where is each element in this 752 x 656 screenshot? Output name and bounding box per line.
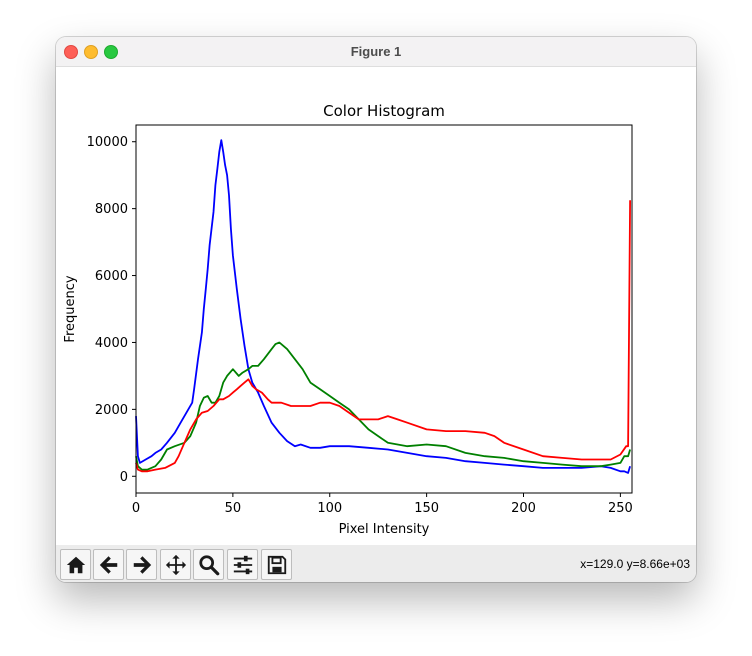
title-bar: Figure 1 xyxy=(56,37,696,67)
y-tick-label: 4000 xyxy=(95,336,128,351)
move-icon xyxy=(165,554,186,575)
x-tick-label: 0 xyxy=(132,501,140,516)
save-button[interactable] xyxy=(261,549,292,580)
forward-button[interactable] xyxy=(126,549,157,580)
y-tick-label: 8000 xyxy=(95,202,128,217)
window-title: Figure 1 xyxy=(350,44,402,59)
x-tick-label: 200 xyxy=(511,501,536,516)
home-button[interactable] xyxy=(60,549,91,580)
y-tick-label: 10000 xyxy=(87,135,128,150)
series-lines xyxy=(135,139,631,474)
y-tick-label: 2000 xyxy=(95,403,128,418)
x-tick-label: 150 xyxy=(414,501,439,516)
arrow-left-icon xyxy=(99,555,117,574)
configure-subplots-button[interactable] xyxy=(227,549,258,580)
cursor-coordinates: x=129.0 y=8.66e+03 xyxy=(580,557,690,571)
navigation-toolbar: x=129.0 y=8.66e+03 xyxy=(56,545,696,582)
arrow-right-icon xyxy=(133,555,151,574)
home-icon xyxy=(66,556,85,573)
figure-window: Figure 1 0 50 100 150 200 250 0 2000 4000 6000 800… xyxy=(56,37,696,582)
histogram-chart: 0 50 100 150 200 250 0 2000 4000 6000 8000 10000 Co… xyxy=(63,102,633,537)
x-tick-label: 250 xyxy=(608,501,633,516)
x-axis-label: Pixel Intensity xyxy=(339,522,430,537)
series-line-1 xyxy=(135,341,631,471)
back-button[interactable] xyxy=(93,549,124,580)
series-line-0 xyxy=(135,139,631,474)
pan-button[interactable] xyxy=(160,549,191,580)
floppy-disk-icon xyxy=(267,555,286,574)
zoom-button[interactable] xyxy=(193,549,224,580)
close-window-button[interactable] xyxy=(64,45,78,59)
magnifier-icon xyxy=(198,554,219,575)
y-axis-label: Frequency xyxy=(63,275,78,342)
y-tick-label: 6000 xyxy=(95,269,128,284)
x-tick-label: 50 xyxy=(225,501,242,516)
maximize-window-button[interactable] xyxy=(104,45,118,59)
x-tick-label: 100 xyxy=(317,501,342,516)
minimize-window-button[interactable] xyxy=(84,45,98,59)
series-line-2 xyxy=(135,200,631,473)
axis-ticks: 0 50 100 150 200 250 0 2000 4000 6000 8000 10000 xyxy=(87,135,633,516)
sliders-icon xyxy=(233,555,252,574)
axes-frame xyxy=(135,124,633,494)
figure-canvas[interactable]: 0 50 100 150 200 250 0 2000 4000 6000 8000 10000 Co… xyxy=(56,67,696,545)
y-tick-label: 0 xyxy=(120,470,128,485)
chart-title: Color Histogram xyxy=(323,102,445,120)
